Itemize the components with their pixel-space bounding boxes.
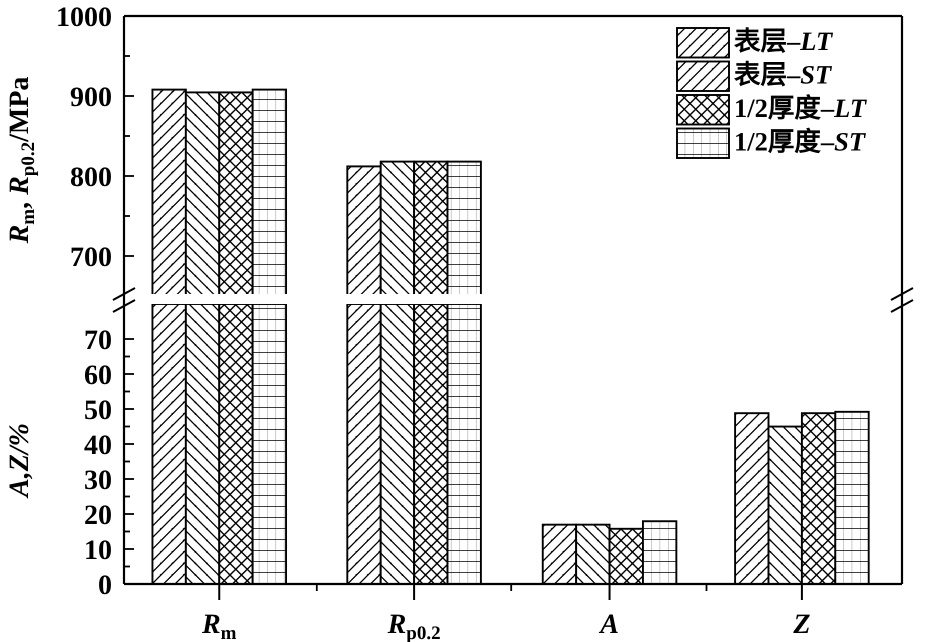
svg-text:900: 900 (70, 82, 112, 113)
svg-text:800: 800 (70, 162, 112, 193)
svg-text:10: 10 (84, 535, 112, 566)
svg-text:20: 20 (84, 500, 112, 531)
svg-text:0: 0 (98, 570, 112, 601)
svg-text:表层–ST: 表层–ST (734, 60, 833, 90)
svg-text:A: A (598, 609, 619, 640)
svg-text:1/2厚度–ST: 1/2厚度–ST (734, 127, 867, 157)
svg-text:A,Z/%: A,Z/% (4, 423, 35, 499)
svg-text:50: 50 (84, 395, 112, 426)
svg-text:40: 40 (84, 430, 112, 461)
svg-text:1/2厚度–LT: 1/2厚度–LT (734, 93, 868, 123)
svg-text:60: 60 (84, 360, 112, 391)
svg-text:30: 30 (84, 465, 112, 496)
svg-text:表层–LT: 表层–LT (734, 26, 834, 56)
svg-text:Z: Z (792, 609, 810, 640)
svg-text:1000: 1000 (56, 2, 112, 33)
svg-text:700: 700 (70, 242, 112, 273)
svg-text:70: 70 (84, 325, 112, 356)
